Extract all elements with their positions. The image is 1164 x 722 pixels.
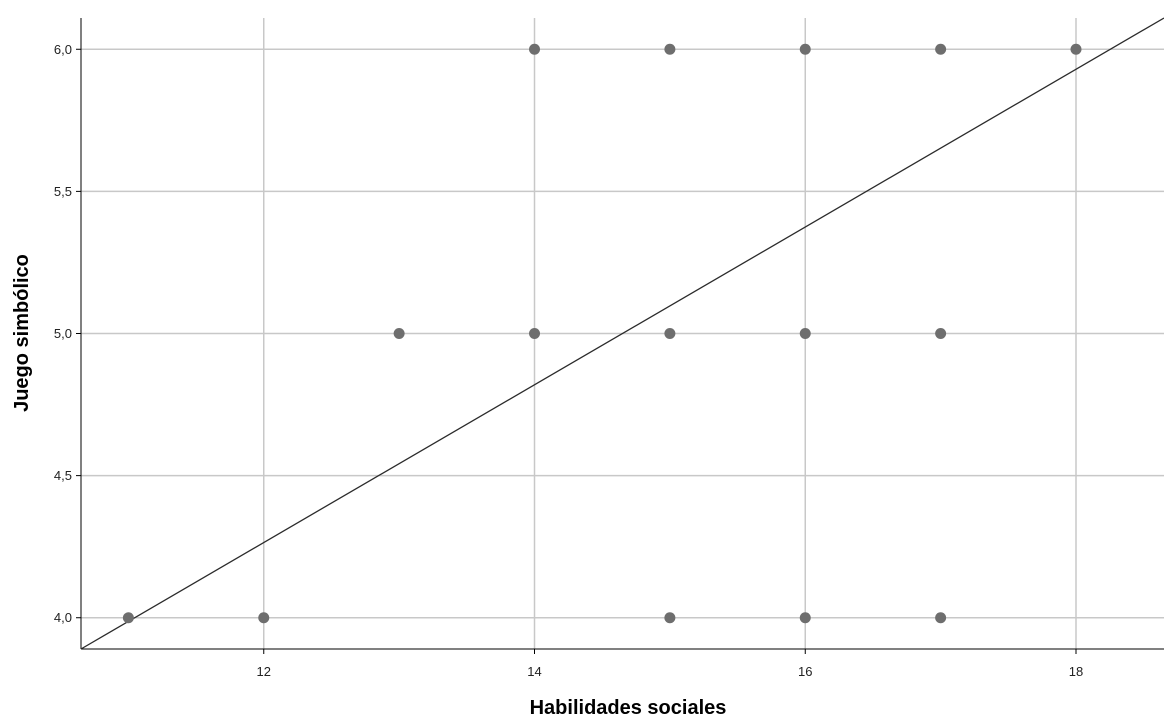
data-point — [799, 612, 811, 624]
y-tick-label: 5,0 — [54, 326, 72, 341]
x-axis-title: Habilidades sociales — [530, 697, 727, 717]
y-tick-label: 5,5 — [54, 184, 72, 199]
data-point — [529, 328, 541, 339]
point-layer — [122, 43, 1082, 624]
tick-layer: 12 14 16 18 4,0 4,5 5,0 5,5 6,0 — [54, 42, 1083, 679]
data-point — [122, 612, 134, 624]
data-point — [799, 43, 811, 55]
data-point — [1070, 43, 1082, 55]
x-tick-label: 16 — [798, 664, 812, 679]
data-point — [664, 328, 676, 339]
x-tick-label: 18 — [1069, 664, 1083, 679]
y-tick-label: 6,0 — [54, 42, 72, 57]
fit-layer — [80, 17, 1164, 650]
y-tick-label: 4,0 — [54, 610, 72, 625]
y-tick-label: 4,5 — [54, 468, 72, 483]
data-point — [393, 328, 405, 339]
x-tick-label: 12 — [257, 664, 271, 679]
data-point — [935, 328, 947, 339]
y-axis-title: Juego simbólico — [11, 254, 33, 412]
data-point — [664, 612, 676, 624]
data-point — [258, 612, 270, 624]
fit-line — [80, 17, 1164, 650]
data-point — [799, 328, 811, 339]
data-point — [664, 43, 676, 55]
data-point — [529, 43, 541, 55]
data-point — [935, 612, 947, 624]
data-point — [935, 43, 947, 55]
x-tick-label: 14 — [527, 664, 541, 679]
